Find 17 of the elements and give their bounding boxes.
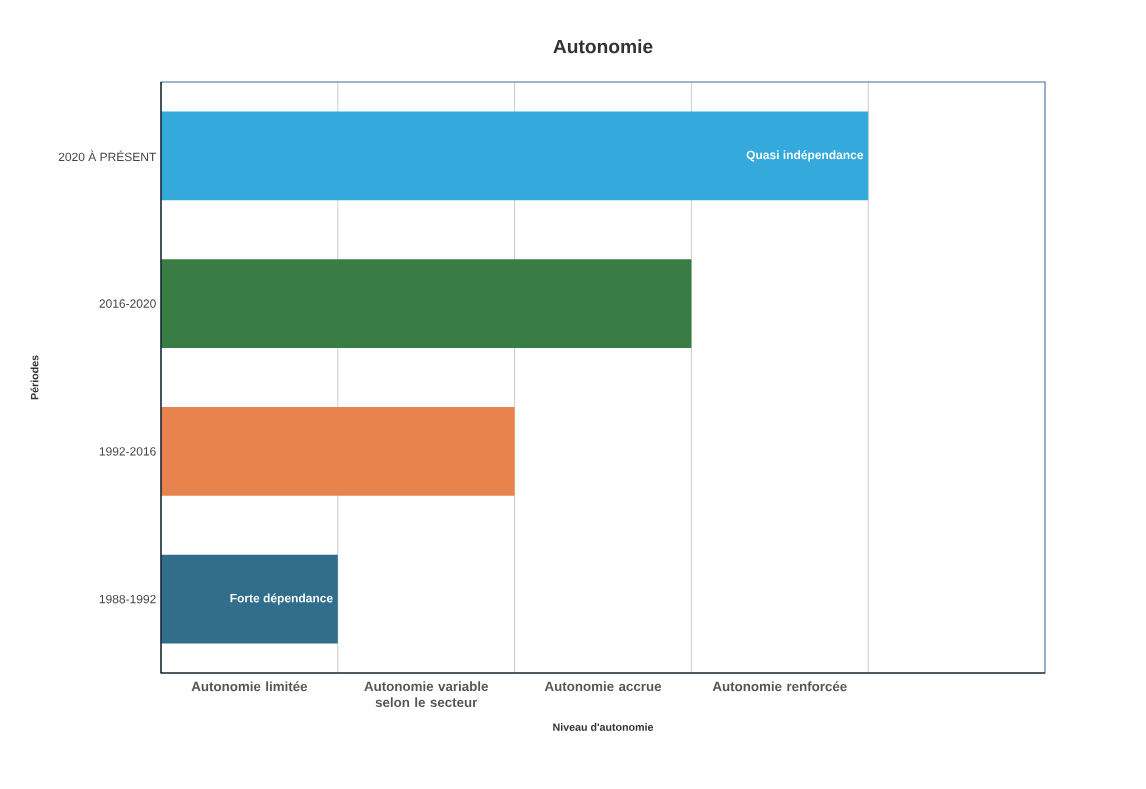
- annotation: Quasi indépendance: [746, 150, 864, 162]
- text: Autonomie limitée: [191, 681, 308, 692]
- y-tick-label: 1992-2016: [99, 447, 156, 456]
- annotation: Forte dépendance: [230, 593, 333, 605]
- y-axis-title: Périodes: [30, 355, 39, 400]
- text: Autonomie accrue: [544, 681, 662, 692]
- bar: [161, 407, 515, 496]
- y-tick-label: 2016-2020: [99, 299, 156, 308]
- chart-title: Autonomie: [553, 39, 653, 54]
- bar: [161, 259, 692, 348]
- text: Autonomie variable selon le secteur: [364, 681, 488, 708]
- text: Autonomie renforcée: [712, 681, 847, 692]
- x-axis-title: Niveau d'autonomie: [553, 723, 654, 731]
- bar: [161, 111, 869, 201]
- y-tick-label: 2020 À PRÉSENT: [58, 150, 156, 162]
- bar: [161, 554, 338, 644]
- y-tick-label: 1988-1992: [99, 594, 156, 604]
